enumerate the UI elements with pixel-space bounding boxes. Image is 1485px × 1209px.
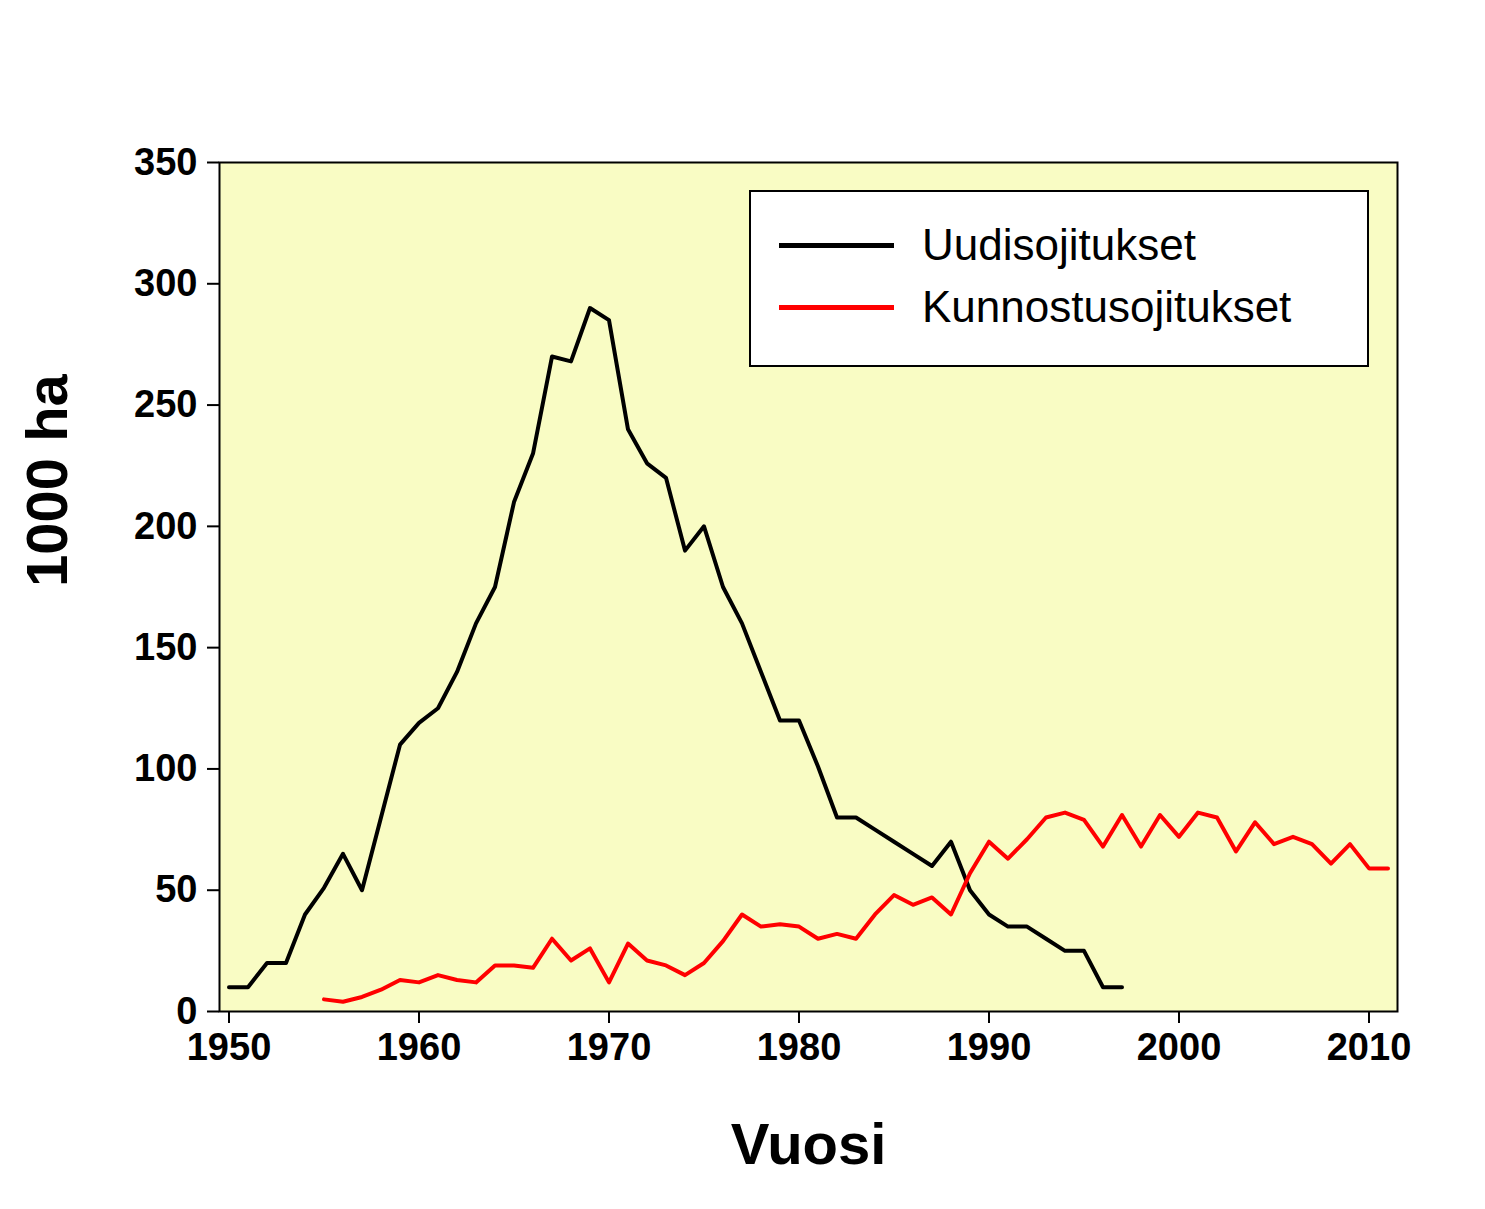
svg-text:1990: 1990 — [947, 1026, 1032, 1068]
svg-text:0: 0 — [176, 990, 197, 1032]
html-text:Kunnostusojitukset: Kunnostusojitukset — [922, 282, 1292, 331]
svg-text:1960: 1960 — [377, 1026, 462, 1068]
svg-text:1970: 1970 — [567, 1026, 652, 1068]
svg-text:150: 150 — [134, 626, 197, 668]
svg-text:200: 200 — [134, 505, 197, 547]
svg-text:Vuosi: Vuosi — [731, 1111, 887, 1176]
svg-text:2000: 2000 — [1137, 1026, 1222, 1068]
svg-text:1980: 1980 — [757, 1026, 842, 1068]
svg-text:250: 250 — [134, 383, 197, 425]
svg-text:300: 300 — [134, 262, 197, 304]
svg-text:100: 100 — [134, 747, 197, 789]
svg-text:1000 ha: 1000 ha — [14, 373, 79, 587]
svg-text:50: 50 — [155, 868, 197, 910]
svg-text:1950: 1950 — [187, 1026, 272, 1068]
svg-text:350: 350 — [134, 141, 197, 183]
svg-text:2010: 2010 — [1327, 1026, 1412, 1068]
html-text:Uudisojitukset: Uudisojitukset — [922, 220, 1196, 269]
